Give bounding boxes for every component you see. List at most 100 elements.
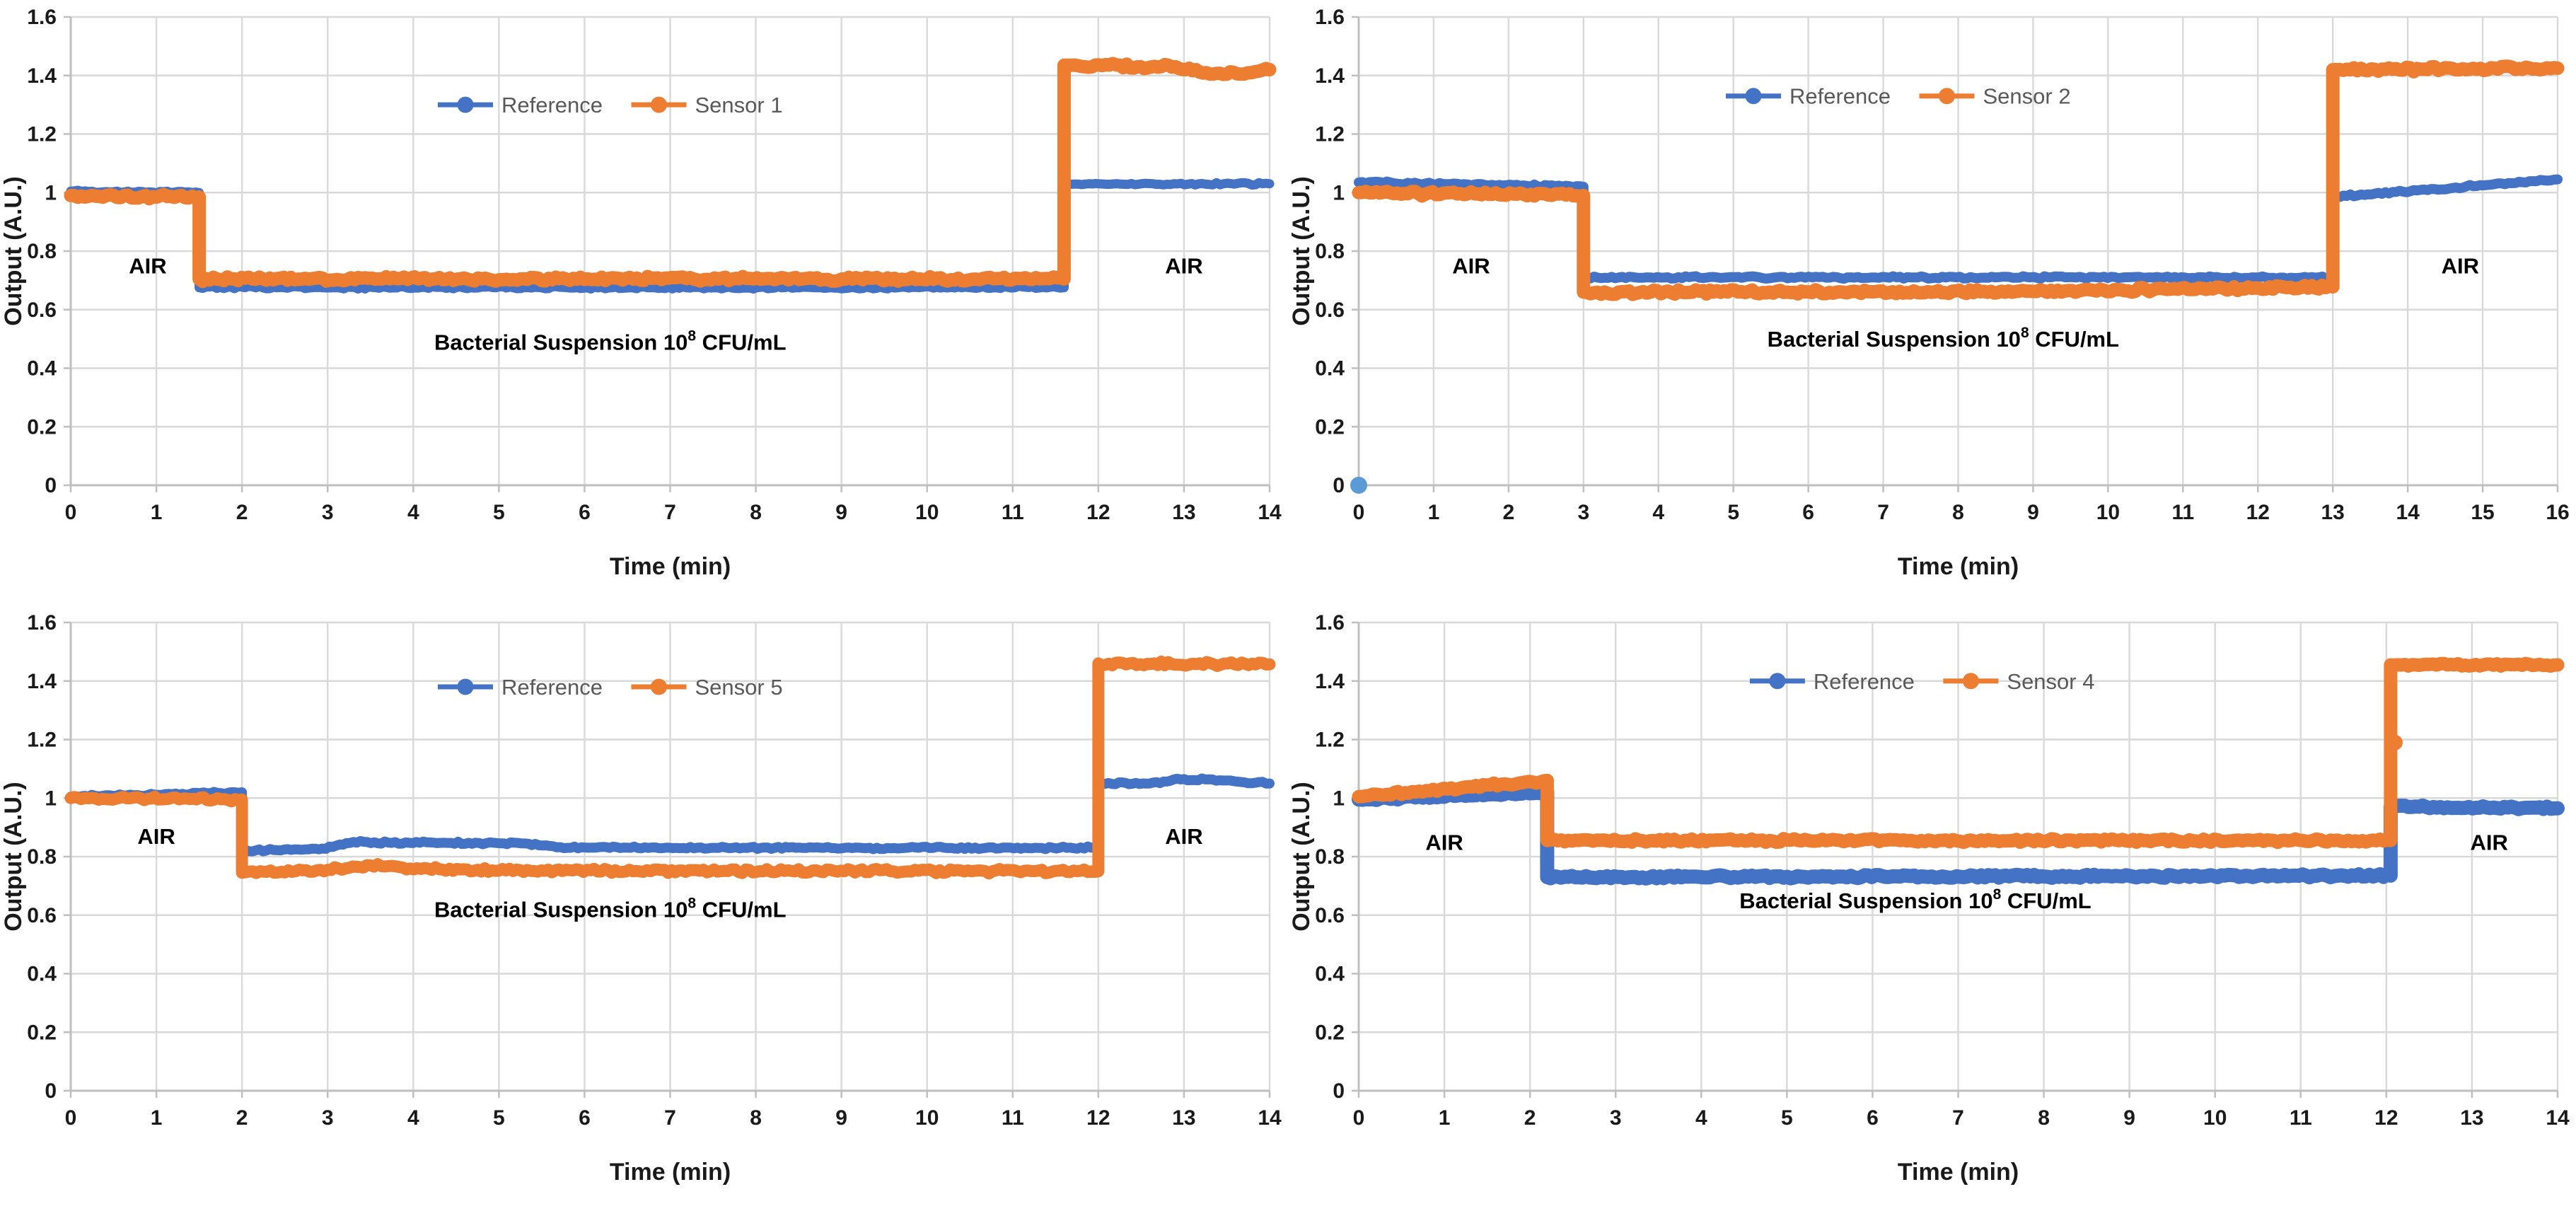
gridlines xyxy=(69,621,1271,1092)
y-tick-label: 1.2 xyxy=(1315,123,1345,146)
axes xyxy=(64,621,1271,1098)
x-tick-label: 10 xyxy=(2203,1106,2227,1130)
series-sensor-2 xyxy=(1352,59,2565,301)
tick-labels: 0 1 2 3 4 5 6 7 8 9 10 11 12 13 1400.20.40.60.811.21.4… xyxy=(1315,611,2570,1130)
y-axis-title: Output (A.U.) xyxy=(1288,176,1315,326)
axes xyxy=(1352,16,2559,492)
legend-swatch-marker xyxy=(651,96,667,113)
y-tick-label: 0.8 xyxy=(27,845,57,869)
y-tick-label: 1 xyxy=(45,787,57,810)
x-tick-label: 1 xyxy=(151,501,163,524)
series-reference xyxy=(1352,784,2565,886)
x-tick-label: 5 xyxy=(493,1106,505,1130)
y-tick-label: 1 xyxy=(45,181,57,204)
legend-label: Sensor 2 xyxy=(1983,84,2071,109)
legend-label: Reference xyxy=(1789,84,1891,109)
x-axis-title: Time (min) xyxy=(610,1159,731,1186)
y-tick-label: 1 xyxy=(1333,787,1345,810)
x-tick-label: 14 xyxy=(1258,1106,1282,1130)
x-tick-label: 0 xyxy=(65,1106,77,1130)
y-tick-label: 1.4 xyxy=(27,670,57,693)
y-tick-label: 1.2 xyxy=(27,123,57,146)
x-tick-label: 11 xyxy=(1002,501,1024,524)
x-tick-label: 8 xyxy=(1952,501,1964,524)
air-phase-label: AIR xyxy=(129,254,166,279)
y-axis-title: Output (A.U.) xyxy=(1288,782,1315,932)
x-axis-title: Time (min) xyxy=(610,553,731,580)
series-sensor-4 xyxy=(1352,656,2565,850)
y-axis-title: Output (A.U.) xyxy=(0,782,27,932)
tick-labels: 0 1 2 3 4 5 6 7 8 9 10 11 12 13 1400.20.40.60.811.21.4… xyxy=(27,611,1282,1130)
legend-swatch-marker xyxy=(651,678,667,695)
x-tick-label: 11 xyxy=(2290,1106,2312,1130)
y-tick-label: 1.6 xyxy=(27,6,57,29)
annotations: AIR AIR Bacterial Suspension 108 CFU/mL xyxy=(129,254,1202,355)
y-axis-title: Output (A.U.) xyxy=(0,176,27,326)
legend-label: Sensor 1 xyxy=(695,93,783,117)
x-tick-label: 5 xyxy=(1781,1106,1793,1130)
annotations: AIR AIR Bacterial Suspension 108 CFU/mL xyxy=(137,824,1202,922)
y-tick-label: 1.2 xyxy=(27,729,57,752)
y-tick-label: 0.8 xyxy=(27,240,57,263)
y-tick-label: 0 xyxy=(45,1079,57,1103)
x-tick-label: 15 xyxy=(2471,501,2494,524)
x-tick-label: 6 xyxy=(1867,1106,1879,1130)
x-tick-label: 8 xyxy=(750,501,762,524)
bacterial-suspension-label: Bacterial Suspension 108 CFU/mL xyxy=(1739,886,2091,913)
air-phase-label: AIR xyxy=(2442,254,2479,279)
x-tick-label: 14 xyxy=(2396,501,2420,524)
chart-panel-sensor-2: 0 1 2 3 4 5 6 7 8 9 10 11 12 13 14 15 16 0 0.2 0.4 0.6 0.8 1 1.… xyxy=(1288,0,2576,606)
y-tick-label: 1.4 xyxy=(1315,670,1345,693)
x-axis-title: Time (min) xyxy=(1898,553,2019,580)
x-tick-label: 10 xyxy=(915,1106,939,1130)
legend-label: Sensor 4 xyxy=(2007,669,2094,694)
air-phase-label: AIR xyxy=(137,824,175,849)
x-tick-label: 3 xyxy=(322,1106,334,1130)
chart-sensor-4: 0 1 2 3 4 5 6 7 8 9 10 11 12 13 1400.20.40.60.811.21.4… xyxy=(1288,611,2570,1186)
chart-sensor-1: 0 1 2 3 4 5 6 7 8 9 10 11 12 13 1400.20.40.60.811.21.4… xyxy=(0,6,1282,580)
legend-swatch-marker xyxy=(1962,673,1979,690)
y-tick-label: 0.2 xyxy=(1315,415,1345,439)
legend-label: Sensor 5 xyxy=(695,675,783,700)
y-tick-label: 1 xyxy=(1333,181,1345,204)
axes xyxy=(64,16,1271,492)
x-tick-label: 0 xyxy=(1353,501,1365,524)
y-tick-label: 0.8 xyxy=(1315,845,1345,869)
tick-labels: 0 1 2 3 4 5 6 7 8 9 10 11 12 13 14 15 1600.20.40.60.811.… xyxy=(1315,6,2569,524)
air-phase-label: AIR xyxy=(1452,254,1490,279)
x-tick-label: 8 xyxy=(750,1106,762,1130)
y-tick-label: 1.6 xyxy=(27,611,57,635)
x-tick-label: 0 xyxy=(1353,1106,1365,1130)
x-tick-label: 11 xyxy=(1002,1106,1024,1130)
x-tick-label: 7 xyxy=(1877,501,1889,524)
y-tick-label: 0.4 xyxy=(27,963,57,986)
bacterial-suspension-label: Bacterial Suspension 108 CFU/mL xyxy=(434,895,787,922)
x-tick-label: 6 xyxy=(1802,501,1814,524)
x-tick-label: 12 xyxy=(2374,1106,2398,1130)
x-tick-label: 12 xyxy=(1086,501,1110,524)
x-tick-label: 11 xyxy=(2171,501,2194,524)
axes xyxy=(1352,621,2559,1098)
x-tick-label: 12 xyxy=(2246,501,2270,524)
y-tick-label: 1.6 xyxy=(1315,6,1345,29)
legend-label: Reference xyxy=(501,93,603,117)
y-tick-label: 0.6 xyxy=(27,904,57,927)
x-tick-label: 1 xyxy=(1428,501,1440,524)
series-reference xyxy=(1354,174,2563,284)
bacterial-suspension-label: Bacterial Suspension 108 CFU/mL xyxy=(1768,325,2120,352)
y-tick-label: 0.6 xyxy=(1315,299,1345,322)
x-tick-label: 7 xyxy=(664,1106,676,1130)
chart-panel-sensor-5: 0 1 2 3 4 5 6 7 8 9 10 11 12 13 14 0 0.2 0.4 0.6 0.8 1 1.2 1.4… xyxy=(0,606,1288,1211)
x-tick-label: 5 xyxy=(493,501,505,524)
x-tick-label: 6 xyxy=(579,1106,591,1130)
x-tick-label: 9 xyxy=(835,501,847,524)
tick-labels: 0 1 2 3 4 5 6 7 8 9 10 11 12 13 1400.20.40.60.811.21.4… xyxy=(27,6,1282,524)
x-tick-label: 10 xyxy=(915,501,939,524)
x-tick-label: 16 xyxy=(2546,501,2569,524)
x-tick-label: 2 xyxy=(236,1106,248,1130)
x-tick-label: 9 xyxy=(835,1106,847,1130)
x-tick-label: 4 xyxy=(407,501,419,524)
x-tick-label: 2 xyxy=(1524,1106,1536,1130)
air-phase-label: AIR xyxy=(1425,830,1463,854)
x-tick-label: 12 xyxy=(1086,1106,1110,1130)
